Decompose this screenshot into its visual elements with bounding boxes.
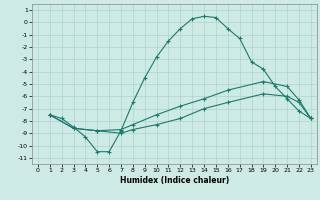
X-axis label: Humidex (Indice chaleur): Humidex (Indice chaleur) [120, 176, 229, 185]
